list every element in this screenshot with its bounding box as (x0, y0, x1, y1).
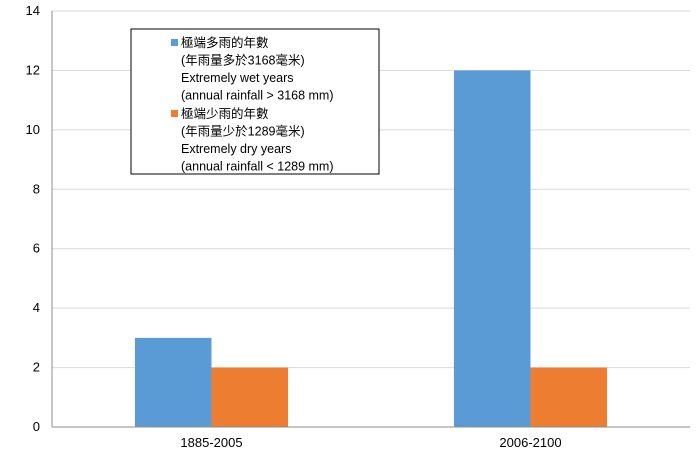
bars (134, 70, 608, 427)
y-tick-labels: 0 2 4 6 8 10 12 14 (26, 3, 40, 434)
legend-label-line: (年雨量少於1289毫米) (181, 124, 305, 139)
legend-label-line: 極端多雨的年數 (181, 35, 269, 50)
legend-swatch-series-2 (171, 110, 178, 117)
legend-swatch-series-1 (171, 39, 178, 46)
legend-label-line: Extremely dry years (181, 142, 291, 156)
y-tick-label: 12 (26, 62, 40, 77)
legend-label-line: (annual rainfall < 1289 mm) (181, 160, 334, 174)
bar-series-1-2006-2100 (453, 70, 531, 427)
y-tick-label: 6 (33, 241, 40, 256)
y-tick-label: 8 (33, 181, 40, 196)
x-tick-label: 1885-2005 (180, 435, 242, 450)
bar-series-2-2006-2100 (530, 367, 608, 427)
x-tick-labels: 1885-2005 2006-2100 (180, 435, 561, 450)
y-tick-label: 0 (33, 419, 40, 434)
y-tick-label: 4 (33, 300, 40, 315)
legend-label-line: (年雨量多於3168毫米) (181, 53, 305, 68)
legend-label-line: 極端少雨的年數 (181, 106, 269, 121)
legend: 極端多雨的年數 (年雨量多於3168毫米) Extremely wet years (… (130, 28, 380, 175)
legend-label-line: (annual rainfall > 3168 mm) (181, 89, 334, 103)
y-tick-label: 14 (26, 3, 40, 18)
bar-series-1-1885-2005 (134, 337, 212, 427)
bar-series-2-1885-2005 (211, 367, 289, 427)
legend-box (130, 28, 380, 175)
x-tick-label: 2006-2100 (499, 435, 561, 450)
y-tick-label: 2 (33, 360, 40, 375)
y-tick-label: 10 (26, 122, 40, 137)
legend-label-line: Extremely wet years (181, 71, 294, 85)
